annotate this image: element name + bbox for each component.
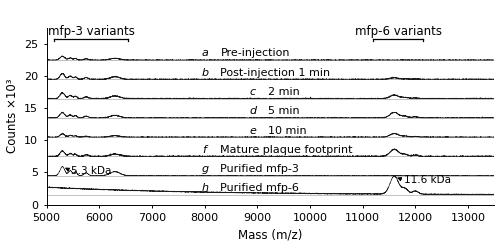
Text: Purified mfp-3: Purified mfp-3: [220, 164, 300, 174]
Text: Purified mfp-6: Purified mfp-6: [220, 183, 300, 193]
Text: f: f: [202, 145, 206, 155]
Text: mfp-6 variants: mfp-6 variants: [355, 24, 442, 38]
Text: a: a: [202, 48, 209, 59]
Text: g: g: [202, 164, 209, 174]
X-axis label: Mass (m/z): Mass (m/z): [238, 228, 302, 242]
Text: Post-injection 1 min: Post-injection 1 min: [220, 68, 330, 78]
Text: 10 min: 10 min: [268, 125, 306, 136]
Text: Pre-injection: Pre-injection: [220, 48, 290, 59]
Text: 5.3 kDa: 5.3 kDa: [71, 166, 111, 176]
Text: b: b: [202, 68, 209, 78]
Text: Mature plaque footprint: Mature plaque footprint: [220, 145, 353, 155]
Y-axis label: Counts ×10³: Counts ×10³: [6, 79, 18, 153]
Text: 5 min: 5 min: [268, 106, 300, 116]
Text: h: h: [202, 183, 209, 193]
Text: d: d: [250, 106, 256, 116]
Text: c: c: [250, 87, 256, 97]
Text: 11.6 kDa: 11.6 kDa: [404, 175, 452, 185]
Text: 2 min: 2 min: [268, 87, 300, 97]
Text: e: e: [250, 125, 256, 136]
Text: mfp-3 variants: mfp-3 variants: [48, 24, 135, 38]
